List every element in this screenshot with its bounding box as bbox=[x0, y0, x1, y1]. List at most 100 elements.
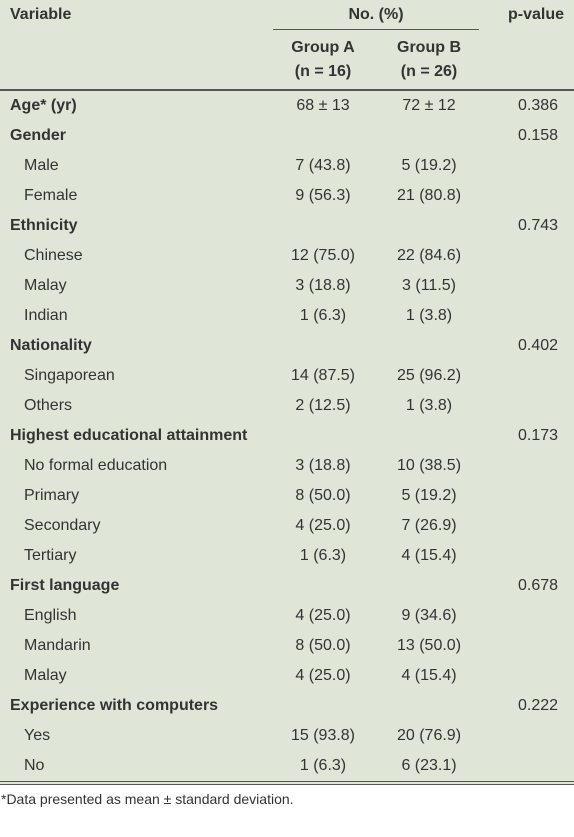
cell-group-a: 9 (56.3) bbox=[295, 187, 351, 204]
cell-group-b: 1 (3.8) bbox=[405, 307, 453, 324]
cell-p-value: 0.678 bbox=[517, 577, 559, 594]
item-row: Female 9 (56.3) 21 (80.8) bbox=[0, 181, 574, 211]
table-header: Variable No. (%) p-value Group A (n = 16)… bbox=[0, 0, 574, 91]
header-p-value: p-value bbox=[508, 6, 565, 23]
empty-cell bbox=[482, 601, 574, 631]
cell-p-value: 0.158 bbox=[517, 127, 559, 144]
row-label: Primary bbox=[0, 481, 270, 511]
row-label: Nationality bbox=[0, 331, 270, 361]
cell-group-b: 4 (15.4) bbox=[401, 667, 457, 684]
cell-p-value: 0.743 bbox=[517, 217, 559, 234]
item-row: Male 7 (43.8) 5 (19.2) bbox=[0, 151, 574, 181]
empty-cell bbox=[482, 511, 574, 541]
empty-cell bbox=[482, 241, 574, 271]
table: Variable No. (%) p-value Group A (n = 16)… bbox=[0, 0, 574, 781]
empty-cell bbox=[482, 391, 574, 421]
item-row: Chinese 12 (75.0) 22 (84.6) bbox=[0, 241, 574, 271]
category-row: Nationality 0.402 bbox=[0, 331, 574, 361]
empty-cell bbox=[482, 451, 574, 481]
category-row: Gender 0.158 bbox=[0, 121, 574, 151]
row-label: Tertiary bbox=[0, 541, 270, 571]
category-row: Highest educational attainment 0.173 bbox=[0, 421, 574, 451]
empty-cell bbox=[482, 721, 574, 751]
group-name: Group B bbox=[397, 39, 461, 56]
header-group: Group B (n = 26) bbox=[376, 33, 483, 91]
empty-cell bbox=[482, 541, 574, 571]
empty-cell bbox=[270, 211, 376, 241]
cell-group-b: 5 (19.2) bbox=[401, 157, 457, 174]
header-group: Group A (n = 16) bbox=[270, 33, 376, 91]
item-row: Primary 8 (50.0) 5 (19.2) bbox=[0, 481, 574, 511]
category-row: First language 0.678 bbox=[0, 571, 574, 601]
empty-cell bbox=[482, 181, 574, 211]
empty-cell bbox=[482, 631, 574, 661]
label-text: Others bbox=[24, 397, 73, 414]
empty-cell bbox=[482, 361, 574, 391]
cell-p-value: 0.222 bbox=[517, 697, 559, 714]
header-variable: Variable bbox=[10, 6, 72, 23]
empty-cell bbox=[270, 691, 376, 721]
row-label: Mandarin bbox=[0, 631, 270, 661]
cell-group-b: 20 (76.9) bbox=[396, 727, 462, 744]
cell-group-b: 9 (34.6) bbox=[401, 607, 457, 624]
category-row: Experience with computers 0.222 bbox=[0, 691, 574, 721]
cell-group-a: 1 (6.3) bbox=[299, 307, 347, 324]
group-n: (n = 26) bbox=[400, 63, 458, 80]
row-label: First language bbox=[0, 571, 270, 601]
label-text: Age* (yr) bbox=[10, 97, 77, 114]
label-text: Gender bbox=[10, 127, 67, 144]
row-label: No formal education bbox=[0, 451, 270, 481]
row-label: Ethnicity bbox=[0, 211, 270, 241]
cell-group-a: 3 (18.8) bbox=[295, 277, 351, 294]
item-row: No 1 (6.3) 6 (23.1) bbox=[0, 751, 574, 781]
cell-group-a: 3 (18.8) bbox=[295, 457, 351, 474]
group-n: (n = 16) bbox=[294, 63, 352, 80]
header-count-text: No. (%) bbox=[273, 3, 480, 30]
empty-cell bbox=[376, 691, 482, 721]
label-text: Yes bbox=[24, 727, 51, 744]
empty-cell bbox=[482, 151, 574, 181]
empty-cell bbox=[270, 571, 376, 601]
item-row: Indian 1 (6.3) 1 (3.8) bbox=[0, 301, 574, 331]
label-text: Experience with computers bbox=[10, 697, 219, 714]
label-text: Ethnicity bbox=[10, 217, 78, 234]
cell-group-b: 1 (3.8) bbox=[405, 397, 453, 414]
cell-group-b: 21 (80.8) bbox=[396, 187, 462, 204]
header-count: No. (%) bbox=[270, 0, 482, 33]
row-label: Experience with computers bbox=[0, 691, 270, 721]
header-row: Variable No. (%) p-value bbox=[0, 0, 574, 33]
label-text: Secondary bbox=[24, 517, 101, 534]
header-cell bbox=[0, 33, 270, 91]
cell-group-b: 3 (11.5) bbox=[402, 277, 456, 294]
empty-cell bbox=[482, 271, 574, 301]
empty-cell bbox=[270, 331, 376, 361]
item-row: Malay 3 (18.8) 3 (11.5) bbox=[0, 271, 574, 301]
empty-cell bbox=[482, 661, 574, 691]
row-label: English bbox=[0, 601, 270, 631]
item-row: Singaporean 14 (87.5) 25 (96.2) bbox=[0, 361, 574, 391]
cell-p-value: 0.386 bbox=[517, 97, 559, 114]
cell-group-a: 12 (75.0) bbox=[290, 247, 356, 264]
cell-group-b: 4 (15.4) bbox=[401, 547, 457, 564]
cell-p-value: 0.173 bbox=[517, 427, 559, 444]
item-row: No formal education 3 (18.8) 10 (38.5) bbox=[0, 451, 574, 481]
row-label: Malay bbox=[0, 661, 270, 691]
cell-group-a: 4 (25.0) bbox=[295, 517, 351, 534]
label-text: Chinese bbox=[24, 247, 83, 264]
cell-group-a: 8 (50.0) bbox=[295, 487, 351, 504]
cell-group-b: 13 (50.0) bbox=[396, 637, 462, 654]
cell-p-value: 0.402 bbox=[517, 337, 559, 354]
label-text: Nationality bbox=[10, 337, 92, 354]
empty-cell bbox=[376, 421, 482, 451]
cell-group-b: 6 (23.1) bbox=[401, 757, 457, 774]
cell-group-b: 7 (26.9) bbox=[401, 517, 457, 534]
footnote: *Data presented as mean ± standard devia… bbox=[1, 791, 294, 807]
label-text: Malay bbox=[24, 667, 67, 684]
item-row: Malay 4 (25.0) 4 (15.4) bbox=[0, 661, 574, 691]
row-label: Secondary bbox=[0, 511, 270, 541]
row-label: Singaporean bbox=[0, 361, 270, 391]
label-text: Primary bbox=[24, 487, 80, 504]
cell-group-a: 1 (6.3) bbox=[299, 757, 347, 774]
cell-group-b: 25 (96.2) bbox=[396, 367, 462, 384]
